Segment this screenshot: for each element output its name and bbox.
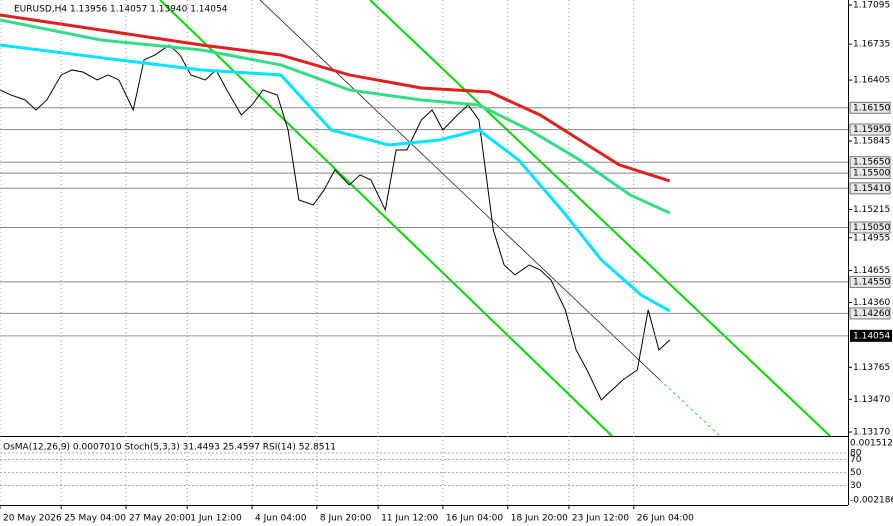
level-label-box (849, 182, 891, 195)
level-label-box (849, 123, 891, 136)
y-tick-label: 1.16735 (853, 40, 890, 50)
last-price-box (850, 329, 892, 342)
indicator-min-label: -0.002186 (850, 496, 893, 506)
y-tick-label: 1.14360 (853, 298, 890, 308)
x-tick-label: 4 Jun 04:00 (255, 514, 307, 524)
x-tick-label: 8 Jun 20:00 (320, 514, 372, 524)
price-line (0, 18, 671, 215)
level-label: 1.15950 (853, 125, 890, 135)
indicator-level-label: 80 (850, 449, 862, 459)
x-tick-label: 23 Jun 12:00 (572, 514, 629, 524)
x-tick-label: 27 May 20:00 (129, 514, 191, 524)
level-label-box (849, 101, 891, 114)
indicator-title: OsMA(12,26,9) 0.0007010 Stoch(5,3,3) 31.… (3, 443, 336, 453)
level-label: 1.15050 (853, 223, 890, 233)
level-label: 1.16150 (853, 103, 890, 113)
x-tick-label: 18 Jun 20:00 (511, 514, 568, 524)
level-label-box (849, 221, 891, 234)
x-tick-label: 25 May 04:00 (64, 514, 126, 524)
level-label-box (849, 307, 891, 320)
last-price-label: 1.14054 (853, 331, 890, 341)
indicator-level-label: 50 (850, 468, 862, 478)
x-tick-label: 16 Jun 04:00 (446, 514, 503, 524)
y-tick-label: 1.14655 (853, 266, 890, 276)
y-tick-label: 1.15215 (853, 205, 890, 215)
y-tick-label: 1.13470 (853, 395, 890, 405)
x-tick-label: 1 Jun 12:00 (190, 514, 242, 524)
level-label-box (849, 167, 891, 180)
y-tick-label: 1.14955 (853, 233, 890, 243)
level-label: 1.15650 (853, 158, 890, 168)
y-tick-label: 1.13170 (853, 428, 890, 438)
price-line (0, 13, 671, 183)
indicator-level-label: 30 (850, 481, 862, 491)
y-tick-label: 1.15845 (853, 136, 890, 146)
x-tick-label: 20 May 2026 (3, 514, 62, 524)
price-line (0, 43, 671, 313)
chart-title: EURUSD,H4 1.13956 1.14057 1.13940 1.1405… (14, 5, 228, 15)
x-tick-label: 11 Jun 12:00 (381, 514, 438, 524)
indicator-level-label: 70 (850, 455, 862, 465)
x-tick-label: 26 Jun 04:00 (637, 514, 694, 524)
y-tick-label: 1.16405 (853, 76, 890, 86)
y-tick-label: 1.17095 (853, 1, 890, 11)
price-line (0, 44, 671, 401)
indicator-max-label: 0.0015124 (850, 439, 893, 449)
y-tick-label: 1.13765 (853, 363, 890, 373)
level-label-box (849, 275, 891, 288)
level-label: 1.15500 (853, 169, 890, 179)
level-label: 1.14550 (853, 277, 890, 287)
level-label: 1.15410 (853, 184, 890, 194)
level-label: 1.14260 (853, 309, 890, 319)
